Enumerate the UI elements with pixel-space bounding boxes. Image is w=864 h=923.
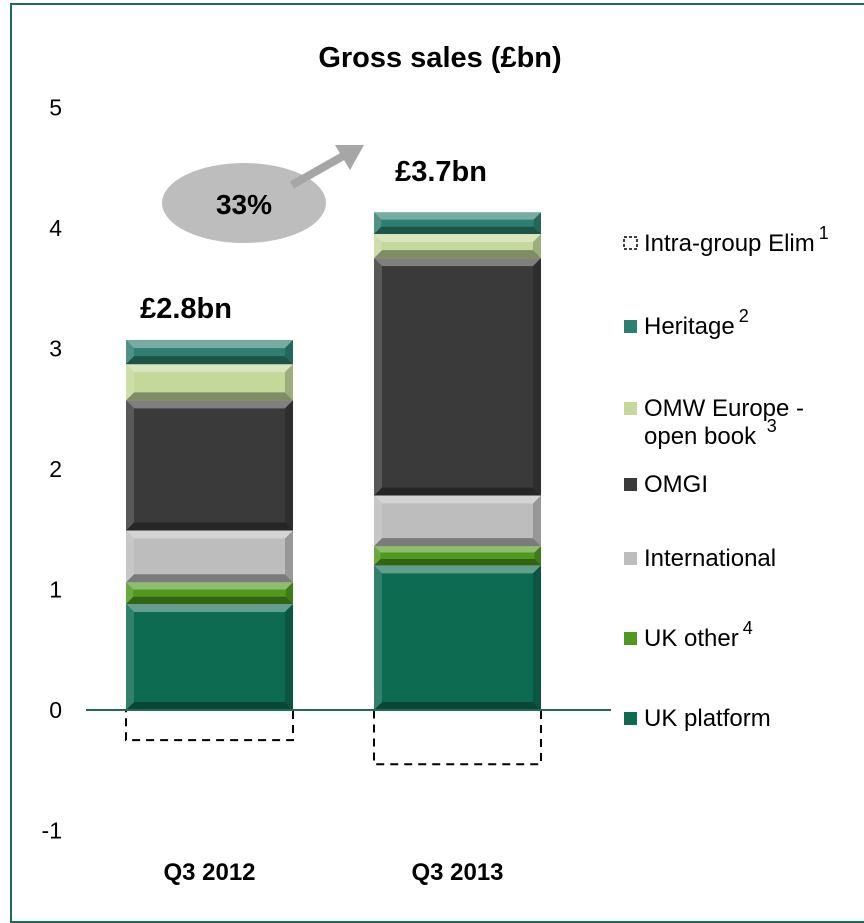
growth-arrow-head (335, 145, 364, 170)
bar-total-label: £3.7bn (395, 156, 487, 188)
category-labels: Q3 2012 Q3 2013 (163, 859, 503, 886)
bar-segment (374, 495, 541, 547)
y-tick-label: 4 (49, 215, 62, 241)
y-tick-label: -1 (42, 818, 62, 844)
legend-swatch (624, 552, 637, 565)
bar-segment (126, 400, 293, 531)
total-labels: £2.8bn £3.7bn (140, 156, 487, 325)
bar-segment (126, 340, 293, 365)
legend-swatch (624, 402, 637, 415)
bar-segment (374, 234, 541, 259)
legend-item: International (624, 545, 776, 572)
legend-label: Intra-group Elim 1 (644, 223, 829, 257)
growth-arrow-shaft (290, 151, 347, 189)
bar-segment (374, 258, 541, 496)
bars (125, 212, 542, 766)
legend-swatch (624, 632, 637, 645)
y-tick-label: 0 (49, 697, 62, 723)
legend-item: UK platform (624, 705, 771, 732)
legend-label: International (644, 545, 776, 572)
bar-total-label: £2.8bn (140, 293, 232, 325)
legend-label: UK other 4 (644, 618, 753, 652)
y-tick-label: 5 (49, 95, 62, 121)
category-label: Q3 2012 (163, 859, 255, 886)
legend-label: UK platform (644, 705, 771, 732)
y-tick-label: 2 (49, 456, 62, 482)
bar-segment (126, 582, 293, 604)
legend-swatch (624, 712, 637, 725)
y-tick-label: 1 (49, 577, 62, 603)
category-label: Q3 2013 (411, 859, 503, 886)
bar-segment (374, 565, 541, 710)
bar-segment (374, 212, 541, 235)
legend-label: Heritage 2 (644, 306, 749, 340)
legend: Intra-group Elim 1 Heritage 2 OMW Europe -op… (623, 223, 829, 732)
bar-segment-intra-group-elim (373, 709, 542, 766)
legend-item: Heritage 2 (624, 306, 749, 340)
legend-item: UK other 4 (624, 618, 753, 652)
bar-segment (126, 603, 293, 710)
growth-ellipse (162, 163, 326, 243)
legend-item: Intra-group Elim 1 (623, 223, 829, 257)
bar-segment (374, 546, 541, 566)
y-tick-label: 3 (49, 336, 62, 362)
legend-swatch (624, 478, 637, 491)
bar-segment (126, 530, 293, 583)
growth-label: 33% (216, 189, 272, 220)
legend-item: OMGI (624, 471, 708, 498)
legend-swatch (623, 236, 638, 250)
legend-label: OMGI (644, 471, 708, 498)
bar-segment (126, 364, 293, 401)
growth-callout: 33% (162, 145, 364, 243)
bar-segment-intra-group-elim (125, 709, 294, 742)
y-axis: -1 0 1 2 3 4 5 (42, 95, 63, 844)
legend-swatch (624, 320, 637, 333)
legend-label: OMW Europe -open book 3 (644, 395, 804, 450)
legend-item: OMW Europe -open book 3 (624, 395, 804, 450)
chart-title: Gross sales (£bn) (318, 42, 561, 74)
